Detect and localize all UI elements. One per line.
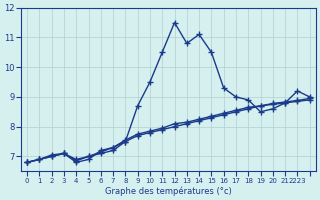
X-axis label: Graphe des températures (°c): Graphe des températures (°c) bbox=[105, 186, 232, 196]
